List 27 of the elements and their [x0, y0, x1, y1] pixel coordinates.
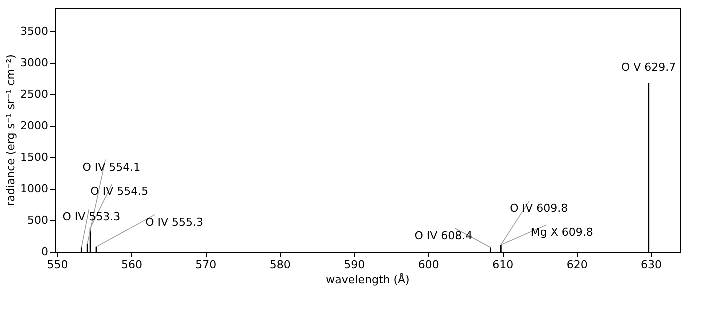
x-tick-label: 620 — [566, 258, 588, 272]
x-tick-label: 580 — [270, 258, 291, 272]
x-tick-label: 550 — [47, 258, 68, 272]
y-tick-label: 2000 — [20, 119, 48, 132]
annotation: O IV 554.5 — [90, 185, 149, 198]
x-axis-title: wavelength (Å) — [326, 272, 410, 286]
annotation: O IV 554.1 — [82, 160, 141, 174]
y-tick-label: 1500 — [20, 150, 48, 164]
annotation: O IV 553.3 — [62, 210, 121, 224]
annotation: O V 629.7 — [621, 61, 676, 74]
y-tick-label: 0 — [42, 246, 48, 258]
x-tick-label: 630 — [641, 258, 662, 272]
x-tick-label: 570 — [196, 258, 217, 272]
y-tick-label: 1000 — [20, 182, 48, 196]
y-tick-label: 2500 — [20, 88, 48, 101]
y-tick-label: 500 — [28, 214, 48, 227]
y-axis-title: radiance (erg s⁻¹ sr⁻¹ cm⁻²) — [4, 54, 18, 206]
annotation: O IV 609.8 — [510, 202, 568, 216]
annotation: O IV 608.4 — [414, 230, 473, 243]
x-tick-label: 600 — [418, 258, 440, 272]
annotation: O IV 555.3 — [146, 216, 204, 229]
x-tick-label: 610 — [492, 258, 514, 272]
x-tick-label: 560 — [121, 258, 142, 272]
x-tick-label: 590 — [344, 258, 366, 272]
y-tick-label: 3000 — [20, 56, 48, 70]
annotation: Mg X 609.8 — [530, 226, 594, 240]
y-tick-label: 3500 — [20, 24, 48, 38]
